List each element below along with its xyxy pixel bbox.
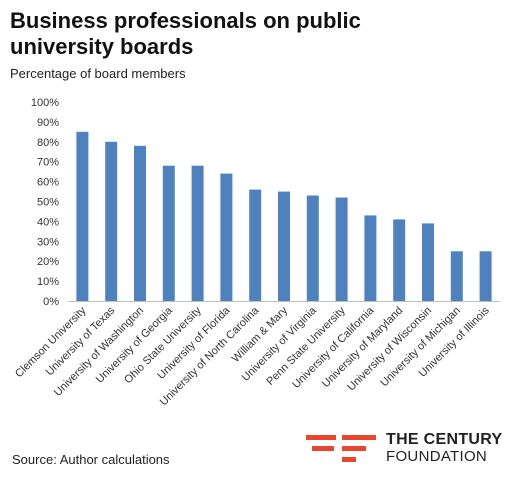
y-tick-label: 30%	[37, 236, 59, 248]
chart-subtitle: Percentage of board members	[10, 66, 186, 81]
y-tick-label: 70%	[37, 157, 59, 169]
bar	[249, 189, 262, 301]
y-tick-label: 100%	[31, 97, 59, 109]
y-tick-label: 80%	[37, 137, 59, 149]
bar	[278, 191, 290, 301]
bar	[105, 141, 118, 301]
bar	[335, 197, 348, 301]
bar	[76, 131, 89, 301]
century-foundation-logo: THE CENTURY FOUNDATION	[306, 431, 506, 467]
y-tick-label: 20%	[37, 256, 59, 268]
bar	[191, 165, 204, 301]
bar	[364, 215, 377, 301]
logo-text: THE CENTURY FOUNDATION	[386, 431, 503, 465]
bar	[306, 195, 319, 301]
y-tick-label: 0%	[43, 296, 59, 308]
logo-mark-icon	[306, 435, 376, 462]
logo-line-1: THE CENTURY	[386, 431, 503, 448]
bar	[162, 165, 175, 301]
y-tick-label: 90%	[37, 117, 59, 129]
bar	[422, 223, 434, 301]
y-tick-label: 10%	[37, 276, 59, 288]
source-note: Source: Author calculations	[12, 452, 170, 467]
bar	[220, 173, 233, 301]
y-tick-label: 40%	[37, 216, 59, 228]
bar	[479, 251, 492, 302]
bar	[393, 219, 406, 301]
bar	[134, 145, 146, 301]
y-tick-label: 60%	[37, 177, 59, 189]
y-tick-label: 50%	[37, 197, 59, 209]
bar	[450, 251, 463, 302]
logo-line-2: FOUNDATION	[386, 448, 488, 465]
chart-title: Business professionals on public univers…	[10, 8, 361, 59]
